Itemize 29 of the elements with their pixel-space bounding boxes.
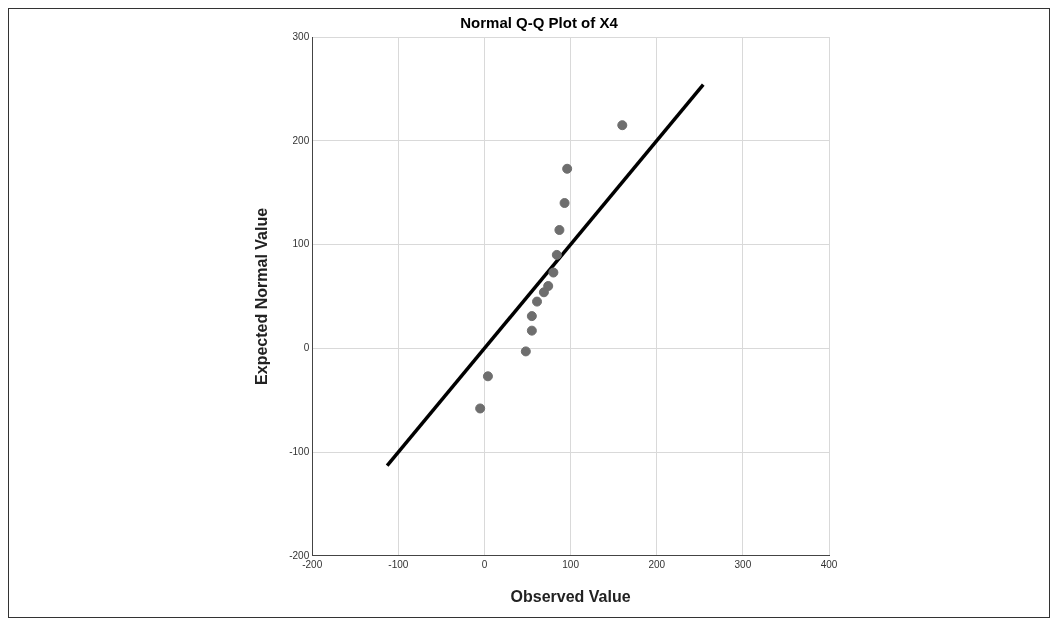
x-tick-label: 400 xyxy=(820,558,838,570)
y-tick-label: -100 xyxy=(289,445,310,457)
y-tick-label: 300 xyxy=(292,30,310,42)
point xyxy=(559,198,570,209)
point xyxy=(554,224,565,235)
point xyxy=(475,403,486,414)
x-tick-label: 100 xyxy=(562,558,580,570)
y-axis-title: Expected Normal Value xyxy=(253,207,271,385)
point xyxy=(538,287,549,298)
y-tick-label: 100 xyxy=(292,238,310,250)
point xyxy=(532,296,543,307)
point xyxy=(548,267,559,278)
x-tick-label: -200 xyxy=(302,558,323,570)
y-tick-label: -200 xyxy=(289,549,310,561)
x-tick-label: 200 xyxy=(648,558,666,570)
x-tick-label: 0 xyxy=(481,558,488,570)
point xyxy=(526,325,537,336)
x-tick-label: -100 xyxy=(388,558,409,570)
point xyxy=(526,311,537,322)
y-tick-label: 200 xyxy=(292,134,310,146)
y-tick-label: 0 xyxy=(303,342,310,354)
point xyxy=(520,346,531,357)
point xyxy=(562,163,573,174)
point xyxy=(551,249,562,260)
chart-title: Normal Q-Q Plot of X4 xyxy=(460,14,619,32)
point xyxy=(617,120,628,131)
point xyxy=(482,371,493,382)
x-axis-title: Observed Value xyxy=(510,587,631,605)
x-tick-label: 300 xyxy=(734,558,752,570)
